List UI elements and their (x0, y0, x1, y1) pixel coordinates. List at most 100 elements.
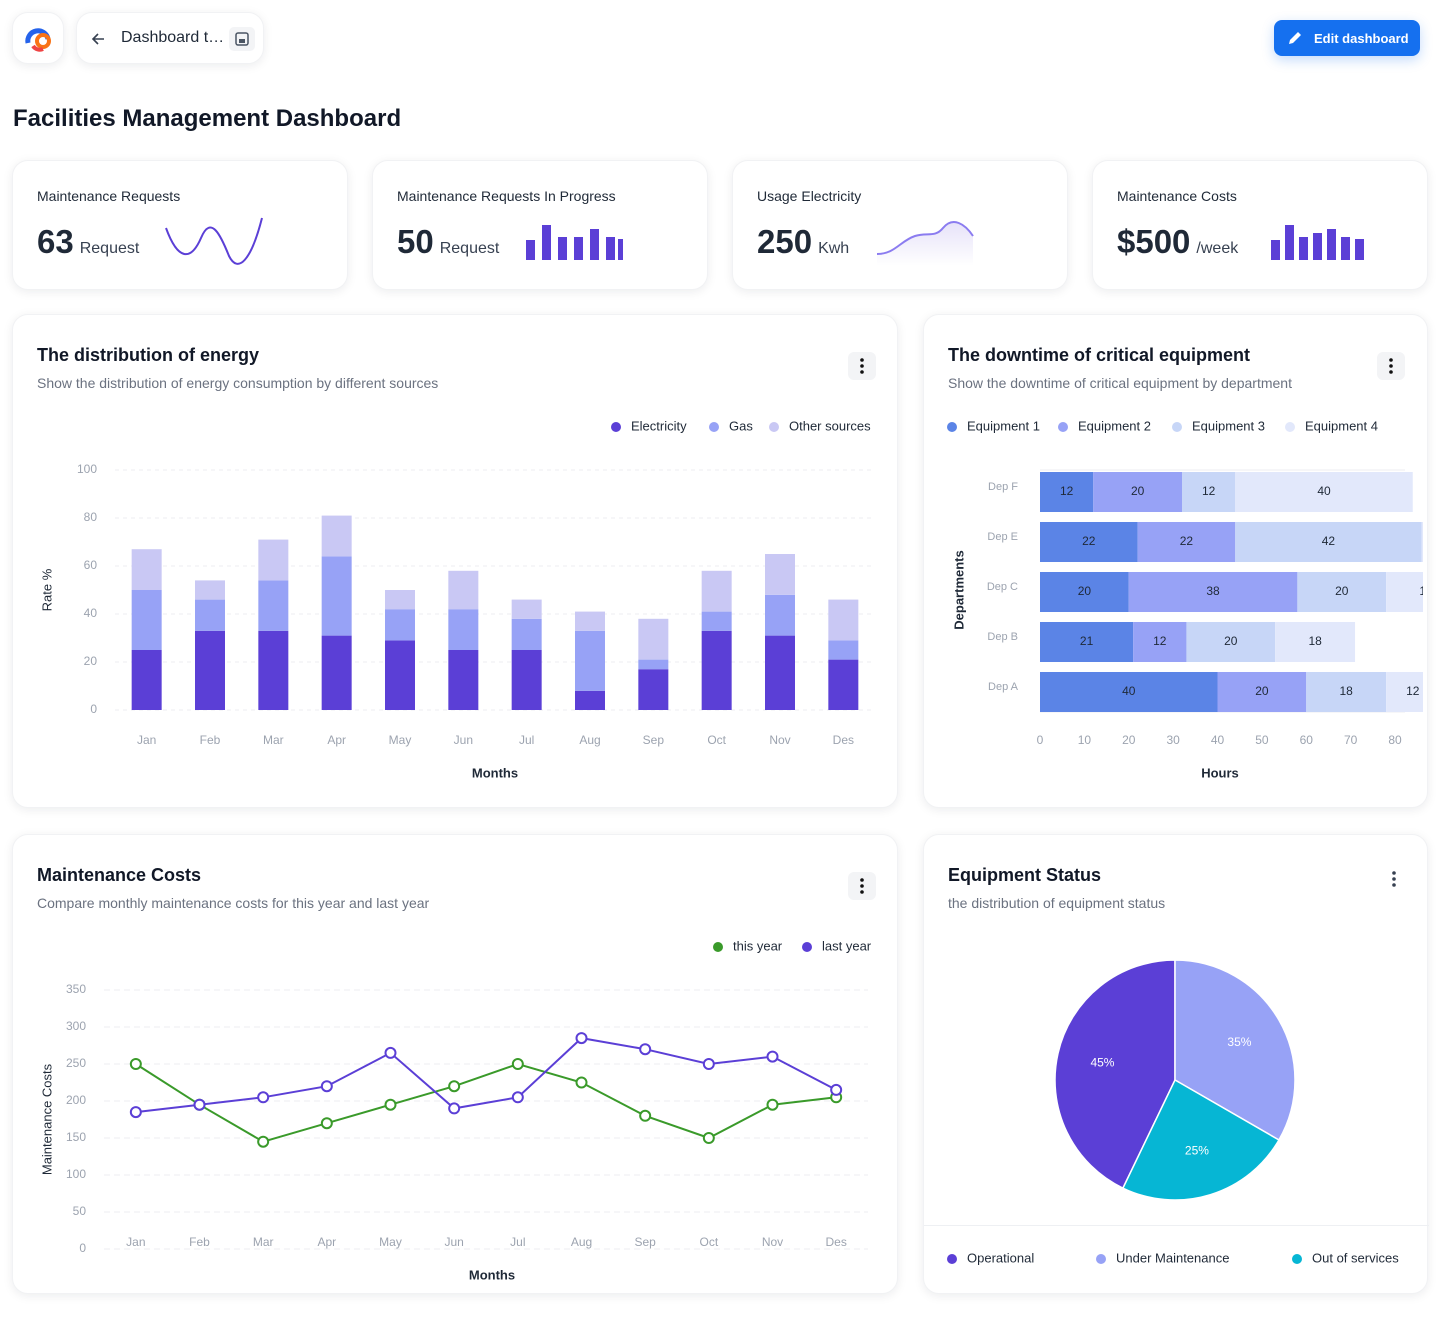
pie-slice (1054, 959, 1176, 1190)
kpi-card: Maintenance Requests In Progress 50 Reque… (372, 160, 708, 290)
chart-subtitle: Show the downtime of critical equipment … (948, 375, 1292, 391)
point (575, 1032, 588, 1045)
y-tick-label: 150 (66, 1130, 86, 1144)
menu-button[interactable] (848, 872, 876, 900)
bar-segment (511, 599, 542, 619)
y-tick-label: Dep A (988, 681, 1019, 693)
y-tick-label: 350 (66, 982, 86, 996)
legend-dot (713, 942, 723, 952)
sparkline (165, 217, 263, 265)
bar-segment (195, 630, 225, 710)
edit-dashboard-label: Edit dashboard (1314, 31, 1409, 46)
bar-value-label: 21 (1080, 634, 1094, 648)
bar-segment (575, 611, 605, 631)
bar-segment (1040, 522, 1138, 562)
bar-segment (1421, 522, 1423, 562)
x-tick-label: 0 (1037, 733, 1044, 747)
bar-value-label: 18 (1419, 584, 1433, 598)
breadcrumb-text: Dashboard t… (121, 29, 225, 46)
legend-label: Operational (967, 1250, 1034, 1265)
line (135, 1062, 837, 1143)
point (193, 1098, 206, 1111)
y-tick-label: 250 (66, 1056, 86, 1070)
bar-segment (1386, 672, 1423, 712)
bar-segment (765, 554, 795, 595)
bar-segment (195, 580, 225, 600)
point (384, 1046, 397, 1059)
y-tick-label: 60 (84, 558, 98, 572)
x-tick-label: Jun (444, 1235, 463, 1249)
sparkline (1271, 225, 1364, 260)
x-tick-label: 80 (1388, 733, 1402, 747)
legend-dot (1058, 422, 1068, 432)
save-icon[interactable] (229, 27, 255, 51)
edit-dashboard-button[interactable]: Edit dashboard (1274, 20, 1420, 56)
bar-segment (321, 635, 352, 710)
kpi-card: Maintenance Requests 63 Request (12, 160, 348, 290)
bar-segment (258, 630, 289, 710)
chart-title: Maintenance Costs (37, 865, 202, 885)
y-tick-label: 100 (66, 1167, 86, 1181)
bar-value-label: 42 (1322, 534, 1336, 548)
back-icon[interactable] (91, 31, 107, 47)
x-axis-label: Months (472, 765, 518, 780)
kpi-unit: Request (439, 240, 500, 257)
x-tick-label: 40 (1211, 733, 1225, 747)
bar-segment (638, 669, 669, 710)
bar-segment (1040, 572, 1129, 612)
bar-segment (1040, 472, 1094, 512)
menu-button[interactable] (1377, 352, 1405, 380)
point (575, 1076, 588, 1089)
point (639, 1043, 652, 1056)
legend-label: Electricity (631, 418, 687, 433)
legend-label: Under Maintenance (1116, 1250, 1229, 1265)
point (257, 1091, 270, 1104)
logo (25, 28, 51, 52)
x-tick-label: Jan (137, 733, 156, 747)
x-tick-label: 30 (1166, 733, 1180, 747)
chart-subtitle: the distribution of equipment status (948, 895, 1166, 911)
bar-segment (1040, 622, 1134, 662)
bar-value-label: 20 (1131, 484, 1145, 498)
slice-label: 25% (1185, 1143, 1209, 1157)
legend-label: Other sources (789, 418, 871, 433)
kpi-value: $500 (1117, 223, 1191, 260)
pencil-icon (1289, 32, 1301, 44)
kpi-value: 250 (757, 223, 813, 260)
kpi-unit: Request (79, 240, 140, 257)
bar-value-label: 12 (1202, 484, 1216, 498)
y-tick-label: 20 (84, 654, 98, 668)
slice-label: 35% (1227, 1035, 1251, 1049)
bar-segment (701, 570, 732, 612)
point (702, 1132, 715, 1144)
y-tick-label: Dep F (988, 481, 1018, 493)
legend-dot (1172, 422, 1182, 432)
bar-value-label: 20 (1255, 684, 1269, 698)
bar-segment (575, 690, 605, 710)
legend-label: Equipment 3 (1192, 418, 1265, 433)
pie-slice (1174, 959, 1296, 1142)
bar-segment (195, 599, 225, 631)
y-tick-label: Dep E (987, 531, 1018, 543)
legend-label: this year (733, 938, 783, 953)
bar-segment (828, 659, 859, 710)
point (448, 1080, 461, 1093)
bar-value-label: 20 (1224, 634, 1238, 648)
menu-button[interactable] (848, 352, 876, 380)
legend-dot (769, 422, 779, 432)
legend-label: Equipment 2 (1078, 418, 1151, 433)
bar-segment (321, 515, 352, 557)
x-tick-label: 70 (1344, 733, 1358, 747)
legend-dot (709, 422, 719, 432)
legend-label: last year (822, 938, 872, 953)
bar-segment (258, 580, 289, 631)
logo-box[interactable] (12, 12, 64, 64)
menu-button[interactable] (1380, 865, 1408, 893)
x-tick-label: Mar (263, 733, 284, 747)
bar-value-label: 18 (1308, 634, 1322, 648)
bar-segment (511, 618, 542, 650)
legend-dot (1096, 1254, 1106, 1264)
y-tick-label: Dep B (987, 631, 1018, 643)
bar-segment (828, 640, 859, 660)
